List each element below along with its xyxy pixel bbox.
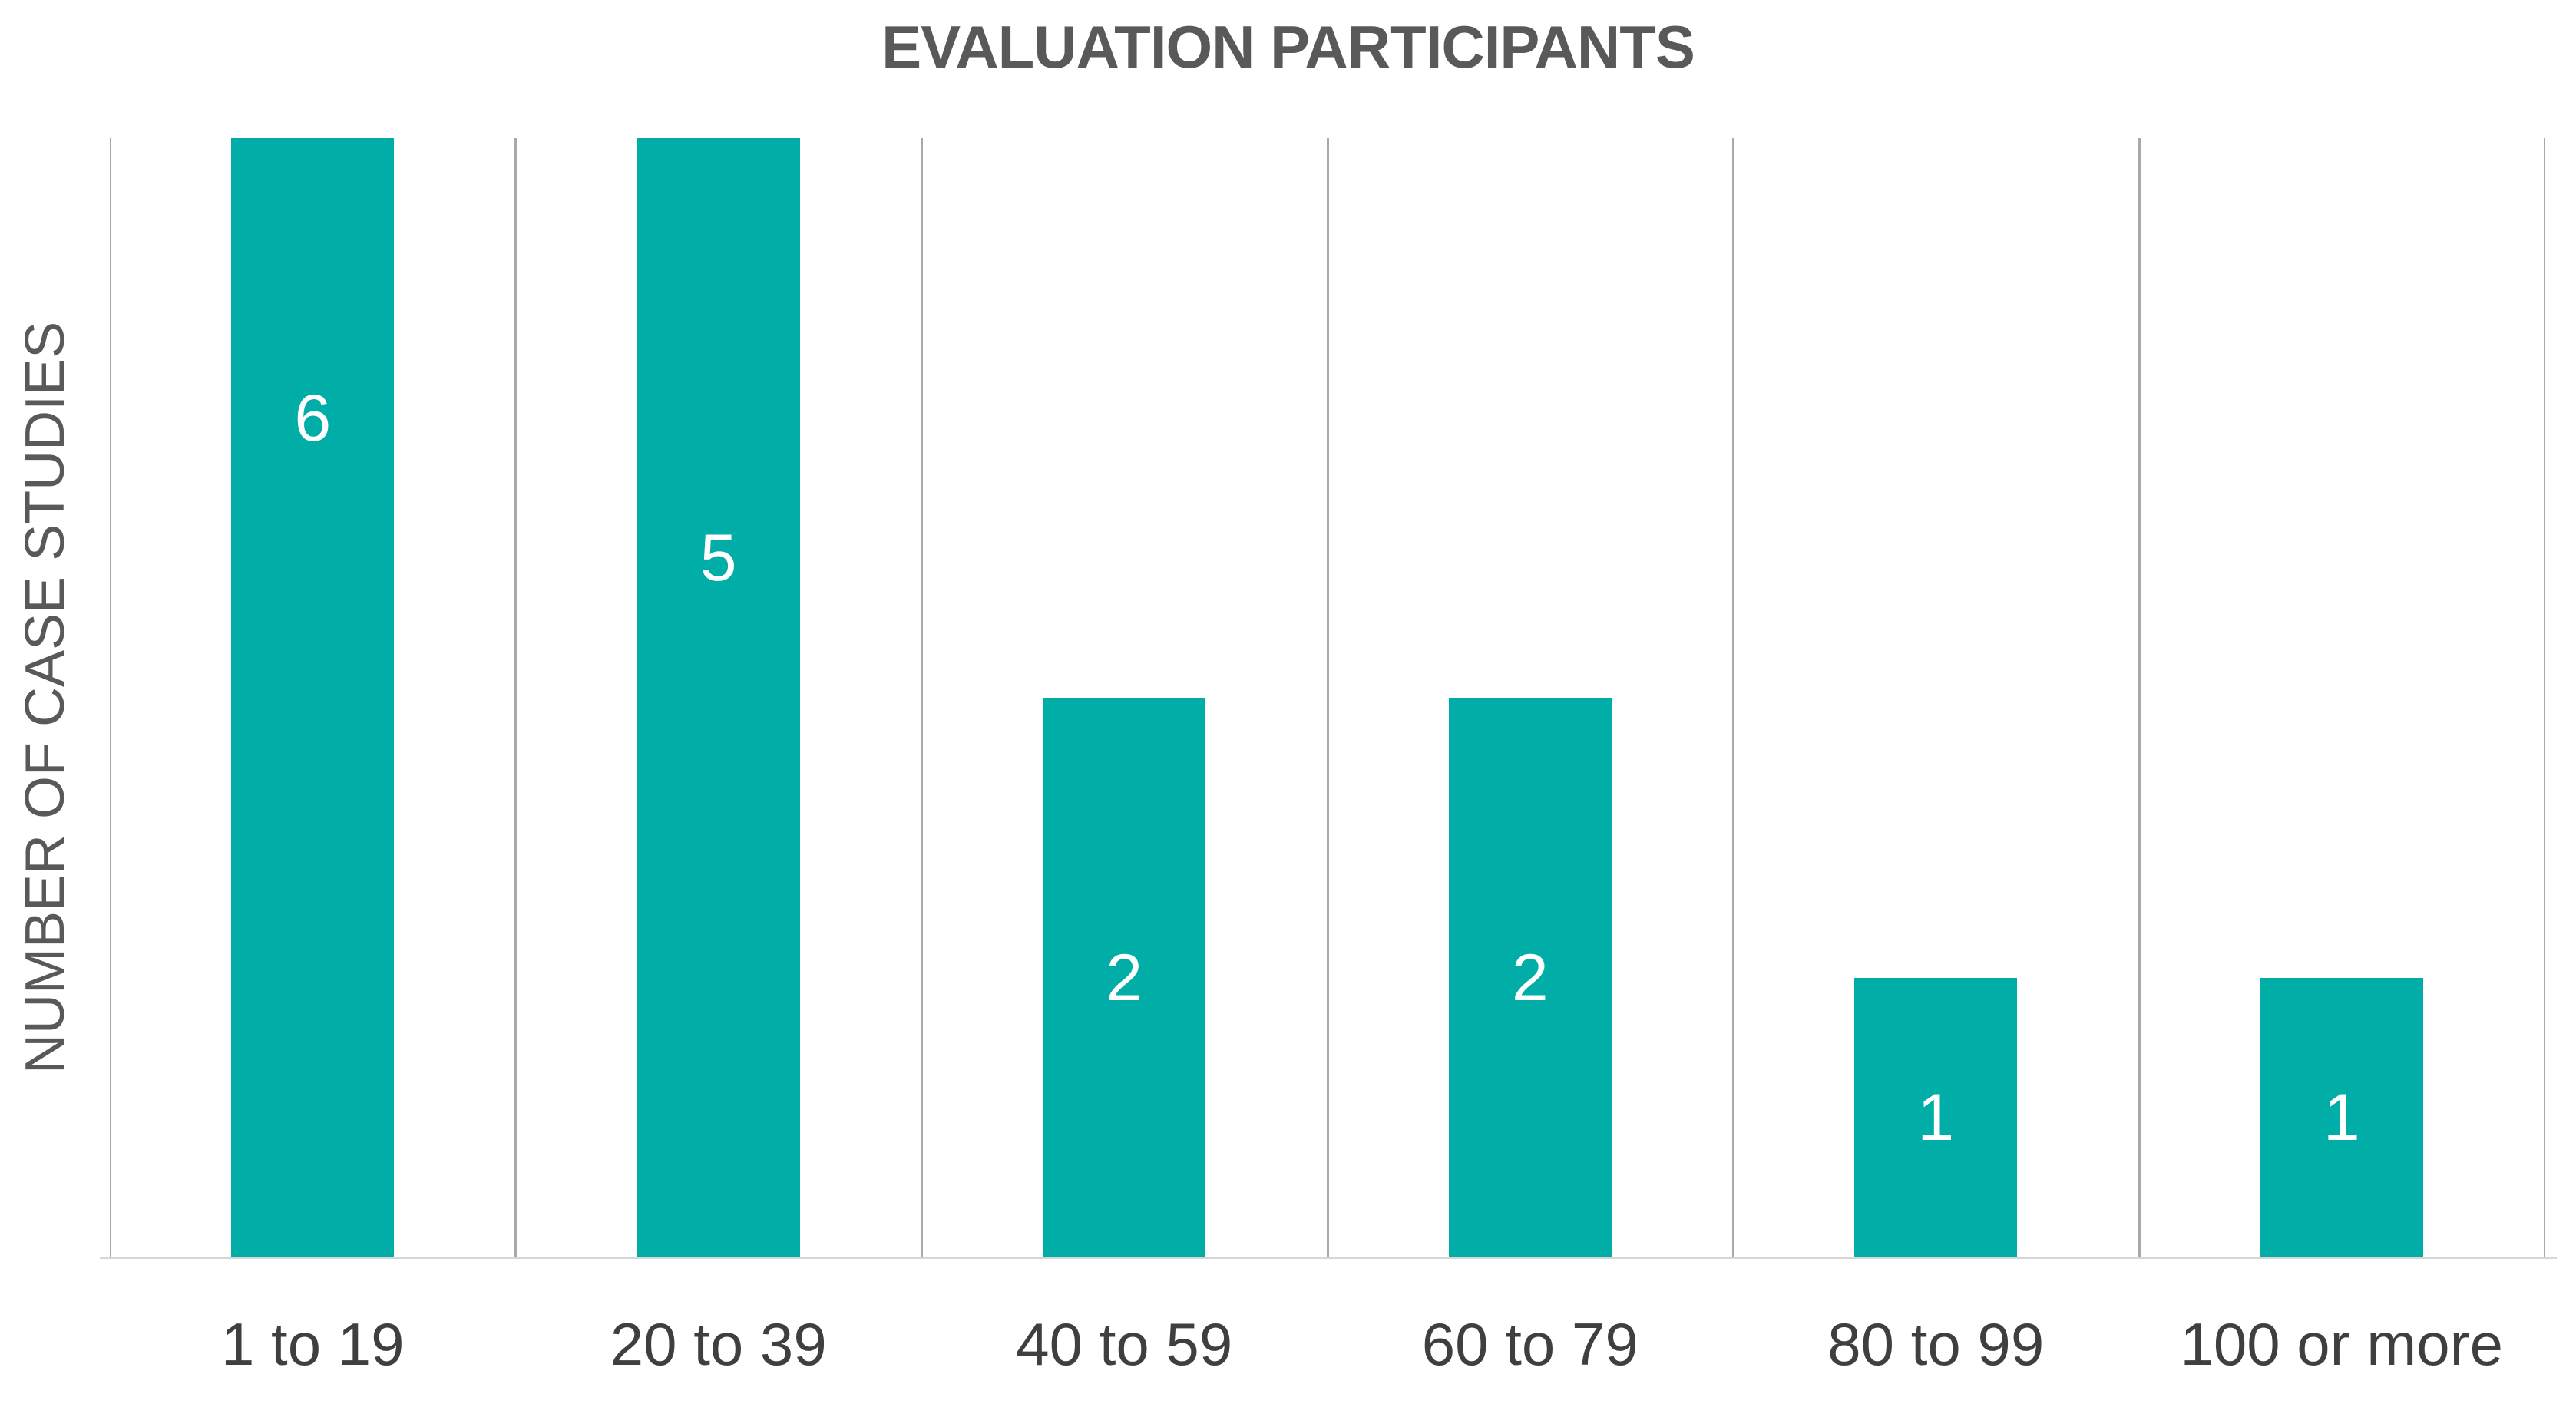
bar-value-label: 1: [1917, 1080, 1955, 1154]
x-tick-label: 80 to 99: [1827, 1310, 2045, 1378]
bar-column: 1: [1733, 138, 2138, 1257]
bar-column: 2: [921, 138, 1327, 1257]
gridline: [1326, 138, 1329, 1257]
bar-value-label: 5: [699, 520, 737, 595]
x-tick-label: 20 to 39: [610, 1310, 827, 1378]
gridline: [514, 138, 518, 1257]
bar: [1448, 698, 1612, 1257]
bar-column: 2: [1328, 138, 1733, 1257]
gridline: [920, 138, 923, 1257]
gridline: [2544, 138, 2545, 1257]
bar: [637, 138, 800, 1257]
bar: [231, 138, 395, 1257]
bar: [1043, 698, 1206, 1257]
x-tick-label: 100 or more: [2180, 1310, 2504, 1378]
gridline: [2138, 138, 2141, 1257]
plot-area: 6 5 2 2 1 1: [110, 138, 2545, 1257]
bar-column: 6: [110, 138, 515, 1257]
y-axis-title: NUMBER OF CASE STUDIES: [15, 321, 76, 1075]
x-axis-line: [100, 1257, 2557, 1259]
bar: [2260, 977, 2423, 1257]
bar: [1854, 977, 2018, 1257]
bar-value-label: 2: [1106, 940, 1143, 1015]
x-tick-label: 1 to 19: [220, 1310, 405, 1378]
bar-column: 1: [2139, 138, 2545, 1257]
bar-value-label: 2: [1511, 940, 1549, 1015]
bar-value-label: 1: [2323, 1080, 2360, 1154]
gridline: [1731, 138, 1734, 1257]
bar-value-label: 6: [294, 381, 332, 455]
x-axis-labels: 1 to 19 20 to 39 40 to 59 60 to 79 80 to 99 1…: [110, 1314, 2545, 1391]
chart-title: EVALUATION PARTICIPANTS: [881, 13, 1695, 81]
bar-column: 5: [515, 138, 921, 1257]
x-tick-label: 40 to 59: [1016, 1310, 1233, 1378]
gridline: [110, 138, 111, 1257]
x-tick-label: 60 to 79: [1421, 1310, 1639, 1378]
